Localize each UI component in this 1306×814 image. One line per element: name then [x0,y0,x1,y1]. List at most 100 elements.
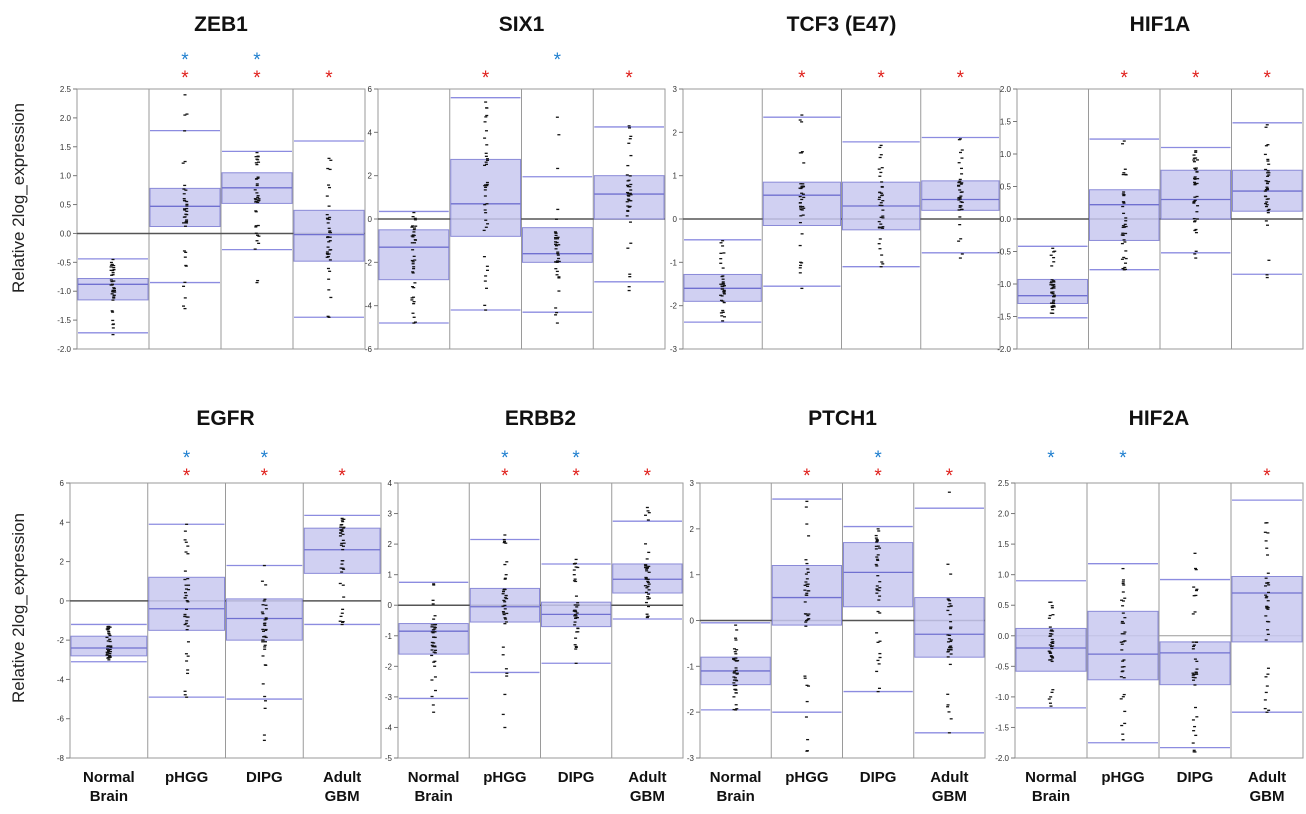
sample-point [948,634,952,637]
sample-point [876,659,880,662]
sample-point [1192,177,1196,179]
sample-point [411,263,415,265]
sample-point [112,289,116,291]
sample-point [505,561,509,563]
sample-point [628,192,632,195]
sample-point [261,655,265,657]
sample-point [958,224,962,226]
sample-point [721,281,725,283]
sample-point [647,571,651,573]
sample-point [1265,595,1269,598]
sample-point [627,125,631,127]
sample-point [255,240,259,242]
sample-point [1263,195,1267,197]
x-category-label: GBM [325,788,360,805]
sample-point [799,207,803,209]
sample-point [1263,190,1267,192]
sample-point [111,311,115,313]
sample-point [879,223,883,225]
sample-point [482,229,486,232]
sample-point [1051,301,1055,303]
sample-point [1124,217,1128,219]
sample-point [719,258,723,260]
y-tick-label: 2.0 [1000,85,1012,94]
sample-point [800,114,804,116]
sample-point [483,137,487,139]
sample-point [182,199,186,202]
sample-point [483,204,487,206]
sample-point [734,709,738,711]
significance-star-red: * [644,466,652,487]
sample-point [431,629,435,631]
sample-point [629,200,633,202]
y-tick-label: 2.5 [60,85,72,94]
sample-point [1047,650,1051,652]
sample-point [798,272,802,274]
sample-point [504,668,508,670]
sample-point [326,246,330,248]
sample-point [735,672,739,674]
sample-point [804,573,808,575]
sample-point [183,307,187,310]
sample-point [484,186,488,188]
sample-point [112,294,116,296]
sample-point [1122,633,1126,635]
sample-point [257,198,261,200]
x-category-label: Adult [930,769,968,786]
sample-point [805,500,809,503]
sample-point [574,595,578,597]
y-tick-label: 0.0 [1000,215,1012,224]
box-group-0 [683,239,762,323]
sample-point [646,580,650,583]
sample-point [805,594,809,596]
sample-point [721,288,725,290]
sample-point [733,659,737,661]
sample-point [949,647,953,649]
sample-point [805,619,809,622]
sample-point [881,215,885,217]
sample-point [735,629,739,631]
sample-point [1123,722,1127,725]
sample-point [254,156,258,158]
sample-point [187,589,191,591]
sample-point [183,281,187,284]
sample-point [1263,707,1267,710]
sample-point [576,631,580,633]
sample-point [504,574,508,576]
sample-point [805,583,809,585]
significance-star-red: * [798,68,806,89]
sample-point [1193,196,1197,198]
sample-point [326,255,330,258]
sample-point [433,665,437,667]
sample-point [732,682,736,684]
sample-point [263,644,267,646]
sample-point [877,589,881,592]
box-group-1 [469,534,540,729]
sample-point [555,322,559,324]
sample-point [798,244,802,247]
sample-point [183,160,187,163]
sample-point [1267,709,1271,711]
sample-point [1191,672,1195,674]
sample-point [877,599,881,601]
sample-point [110,293,114,295]
x-category-label: DIPG [1177,769,1214,786]
y-tick-label: -4 [365,302,373,311]
sample-point [1265,124,1269,126]
sample-point [629,154,633,157]
sample-point [253,248,257,250]
sample-point [430,679,434,681]
sample-point [1265,685,1269,687]
sample-point [719,283,723,285]
sample-point [430,695,434,698]
sample-point [1194,250,1198,252]
chart-panel-hif1a: HIF1A 2.0 1.5 1.0 0.5 0.0 -0.5 -1.0 -1.5 -2.0 * * * [997,13,1304,354]
chart-panel-six1: SIX1 6 4 2 0 -2 -4 -6 * * * [365,13,666,354]
sample-point [112,280,116,282]
x-category-label: pHGG [165,769,208,786]
sample-point [626,184,630,186]
sample-point [734,653,738,655]
sample-point [483,195,487,197]
y-tick-label: 1 [673,172,678,181]
sample-point [1121,193,1125,195]
